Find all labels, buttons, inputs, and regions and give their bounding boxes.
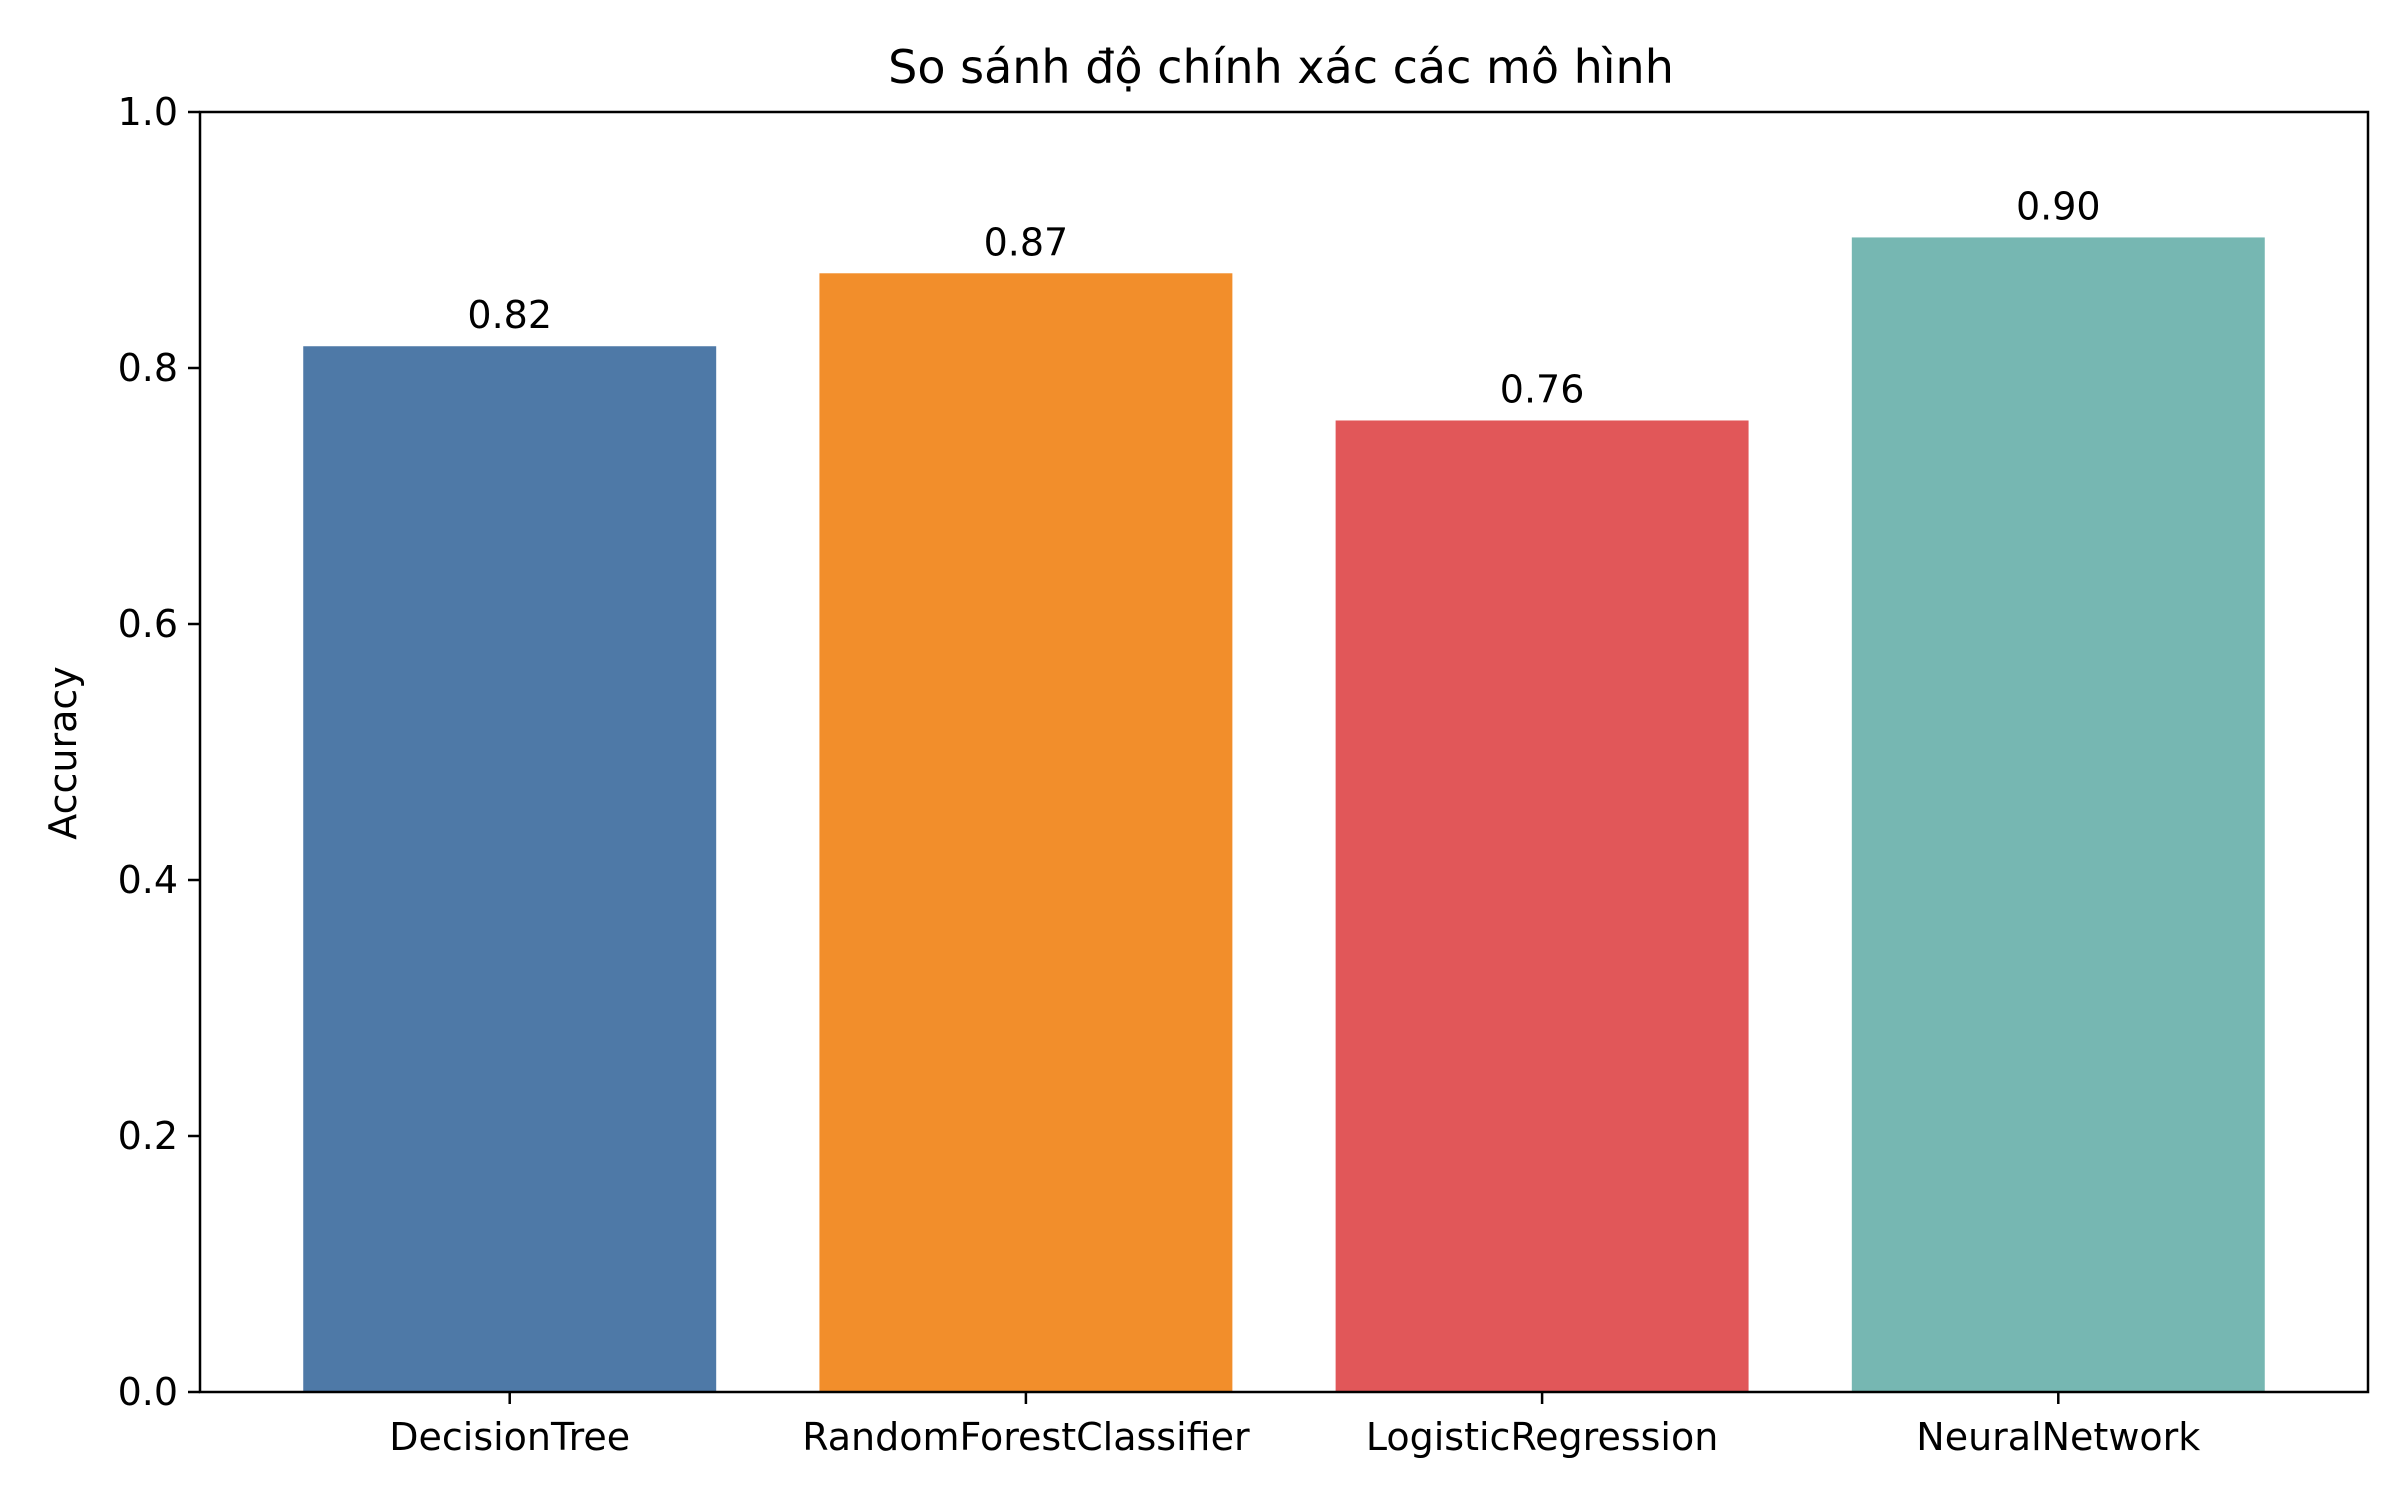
bar-neuralnetwork bbox=[1851, 237, 2265, 1393]
x-tick-label: NeuralNetwork bbox=[1916, 1415, 2200, 1459]
bar-value-labels: 0.82 0.87 0.76 0.90 bbox=[467, 184, 2100, 411]
y-tick-label: 1.0 bbox=[118, 90, 178, 134]
x-tick-label: LogisticRegression bbox=[1366, 1415, 1718, 1459]
chart-title: So sánh độ chính xác các mô hình bbox=[888, 40, 1674, 94]
bar-value-label: 0.76 bbox=[1500, 367, 1585, 411]
plot-area-frame bbox=[198, 110, 2370, 1394]
bar-decisiontree bbox=[303, 346, 717, 1392]
y-tick-label: 0.8 bbox=[118, 346, 178, 390]
bars-group bbox=[303, 237, 2265, 1393]
y-tick-label: 0.2 bbox=[118, 1114, 178, 1158]
x-tick-label: RandomForestClassifier bbox=[802, 1415, 1250, 1459]
y-tick-label: 0.0 bbox=[118, 1370, 178, 1414]
bar-value-label: 0.82 bbox=[467, 293, 552, 337]
x-tick-label: DecisionTree bbox=[389, 1415, 630, 1459]
bar-logisticregression bbox=[1335, 420, 1749, 1393]
bar-value-label: 0.87 bbox=[984, 220, 1069, 264]
y-tick-label: 0.4 bbox=[118, 858, 178, 902]
bar-randomforestclassifier bbox=[819, 273, 1233, 1392]
bar-value-label: 0.90 bbox=[2016, 184, 2101, 228]
y-axis: 0.0 0.2 0.4 0.6 0.8 1.0 bbox=[118, 90, 200, 1414]
y-axis-title: Accuracy bbox=[41, 666, 85, 840]
y-tick-label: 0.6 bbox=[118, 602, 178, 646]
x-axis: DecisionTree RandomForestClassifier Logist… bbox=[389, 1392, 2200, 1459]
